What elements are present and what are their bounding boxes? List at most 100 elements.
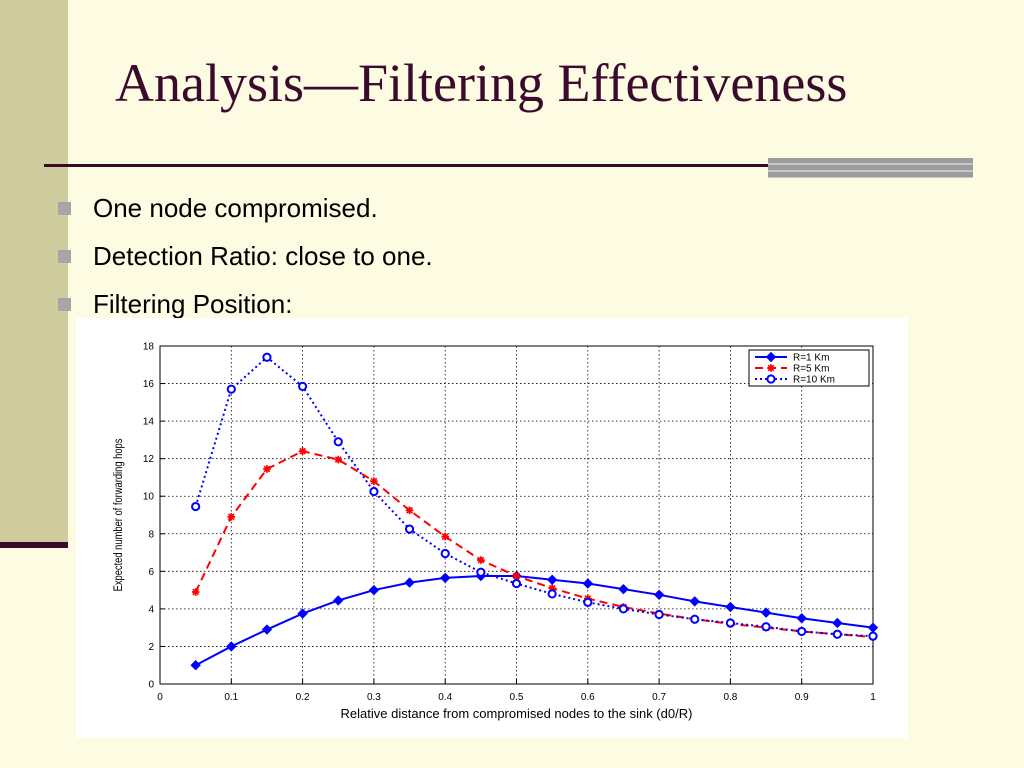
series-marker-diamond: [582, 578, 594, 589]
series-marker-diamond: [333, 595, 344, 606]
series-marker-star: [441, 532, 449, 541]
chart-legend: R=1 KmR=5 KmR=10 Km: [748, 349, 870, 387]
chart-series: [190, 352, 879, 671]
x-tick-label: 1: [870, 692, 876, 703]
series-marker-star: [405, 506, 414, 515]
series-marker-diamond: [867, 622, 879, 633]
series-marker-circle: [262, 352, 272, 362]
series-marker-circle: [690, 614, 700, 624]
series-marker-diamond: [546, 574, 558, 585]
x-tick-label: 0: [157, 692, 163, 703]
series-marker-circle: [797, 626, 807, 637]
y-tick-label: 2: [148, 642, 154, 653]
series-marker-star: [512, 572, 521, 580]
square-bullet-icon: [58, 297, 71, 311]
x-tick-label: 0.8: [723, 692, 737, 703]
series-marker-circle: [766, 374, 776, 384]
series-marker-circle: [440, 548, 450, 559]
y-tick-label: 8: [148, 529, 154, 540]
x-tick-label: 0.5: [510, 692, 524, 703]
series-marker-circle: [654, 609, 664, 620]
y-tick-label: 0: [148, 680, 154, 691]
series-marker-circle: [226, 384, 236, 394]
series-marker-circle: [476, 567, 486, 577]
series-group: [191, 352, 878, 641]
series-marker-diamond: [618, 583, 629, 595]
series-marker-circle: [404, 524, 415, 534]
series-marker-circle: [868, 631, 878, 641]
series-marker-circle: [298, 381, 308, 391]
series-marker-circle: [547, 589, 557, 599]
y-tick-label: 18: [143, 342, 155, 353]
series-group: [190, 570, 879, 671]
series-marker-circle: [761, 622, 771, 632]
legend-label: R=1 Km: [793, 353, 829, 364]
series-marker-diamond: [689, 596, 700, 607]
series-marker-circle: [511, 578, 522, 589]
x-tick-label: 0.3: [367, 692, 381, 703]
series-line: [195, 575, 874, 667]
series-marker-star: [334, 455, 343, 464]
series-marker-star: [370, 477, 378, 485]
series-marker-diamond: [297, 608, 308, 619]
series-marker-star: [263, 465, 271, 473]
chart-ticks: 0 0.1 0.2 0.3 0.4 0.5 0.6 0.7 0.8 0.9 102468101214…: [143, 342, 876, 704]
bullet-text: Detection Ratio: close to one.: [93, 240, 433, 271]
series-marker-circle: [191, 501, 201, 512]
square-bullet-icon: [58, 249, 71, 263]
y-tick-label: 14: [143, 417, 155, 428]
y-tick-label: 4: [148, 604, 154, 615]
series-marker-diamond: [832, 617, 843, 629]
legend-label: R=10 Km: [793, 375, 835, 386]
title-underline: [44, 164, 972, 167]
legend-label: R=5 Km: [793, 364, 829, 375]
left-decor-rule: [0, 542, 68, 548]
series-marker-diamond: [190, 660, 201, 671]
line-chart: 0 0.1 0.2 0.3 0.4 0.5 0.6 0.7 0.8 0.9 102468101214…: [112, 342, 879, 721]
series-marker-diamond: [725, 601, 736, 613]
x-tick-label: 0.1: [224, 692, 238, 703]
x-axis-label: Relative distance from compromised nodes…: [341, 706, 693, 721]
series-marker-diamond: [226, 641, 237, 652]
series-marker-star: [298, 447, 307, 455]
series-marker-diamond: [261, 624, 273, 635]
x-tick-label: 0.6: [581, 692, 595, 703]
series-marker-circle: [725, 618, 736, 628]
series-line: [194, 450, 874, 639]
series-marker-diamond: [404, 577, 415, 588]
bullet-item: Detection Ratio: close to one.: [58, 232, 433, 280]
bullet-item: Filtering Position:: [58, 280, 433, 328]
title-underline-accent: [768, 158, 973, 178]
slide-title: Analysis—Filtering Effectiveness: [115, 53, 848, 113]
y-tick-label: 6: [148, 567, 154, 578]
bullet-text: One node compromised.: [93, 192, 378, 223]
x-tick-label: 0.7: [652, 692, 666, 703]
series-marker-circle: [333, 437, 343, 447]
series-marker-circle: [369, 486, 379, 497]
y-tick-label: 12: [143, 454, 155, 465]
y-tick-label: 16: [143, 379, 155, 390]
series-marker-circle: [832, 629, 842, 639]
series-marker-diamond: [439, 572, 451, 584]
series-marker-star: [227, 513, 236, 521]
series-marker-diamond: [765, 351, 777, 363]
series-marker-star: [477, 556, 485, 564]
series-marker-circle: [583, 597, 593, 607]
chart-panel: 0 0.1 0.2 0.3 0.4 0.5 0.6 0.7 0.8 0.9 1 0 2 4 6 8 10 12 14…: [76, 318, 908, 738]
y-axis-label: Expected number of forwarding hops: [112, 439, 125, 592]
series-marker-diamond: [653, 589, 665, 601]
y-tick-label: 10: [143, 492, 155, 503]
square-bullet-icon: [58, 201, 71, 215]
series-group: [191, 447, 877, 641]
series-marker-star: [767, 364, 775, 372]
series-marker-circle: [618, 604, 629, 614]
x-tick-label: 0.9: [795, 692, 809, 703]
bullet-item: One node compromised.: [58, 184, 433, 232]
series-marker-diamond: [760, 607, 772, 618]
x-tick-label: 0.2: [296, 692, 310, 703]
x-tick-label: 0.4: [438, 692, 452, 703]
series-marker-diamond: [368, 584, 380, 596]
series-marker-star: [191, 588, 200, 596]
series-marker-diamond: [796, 613, 807, 624]
left-decor-band: [0, 0, 68, 545]
